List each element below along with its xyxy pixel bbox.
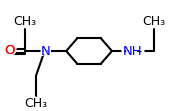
Text: CH₃: CH₃ bbox=[13, 15, 37, 28]
Text: N: N bbox=[39, 44, 52, 58]
Text: CH₃: CH₃ bbox=[10, 14, 40, 29]
Text: CH₃: CH₃ bbox=[24, 97, 47, 110]
Text: O: O bbox=[3, 43, 16, 58]
Text: O: O bbox=[1, 41, 18, 60]
Text: O: O bbox=[4, 44, 15, 57]
Text: CH₃: CH₃ bbox=[142, 15, 166, 28]
Text: CH₃: CH₃ bbox=[21, 96, 51, 111]
Text: CH₃: CH₃ bbox=[139, 14, 169, 29]
Text: O: O bbox=[4, 44, 15, 57]
Text: NH: NH bbox=[123, 45, 143, 57]
Text: N: N bbox=[41, 45, 50, 57]
Text: NH: NH bbox=[119, 44, 146, 58]
